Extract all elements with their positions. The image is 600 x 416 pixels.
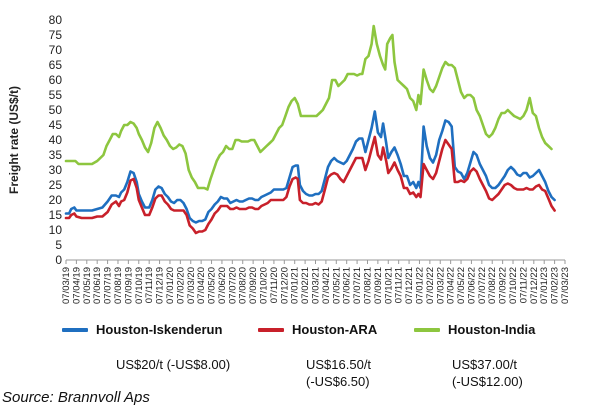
y-tick-label: 10 [49,223,63,237]
y-tick-label: 20 [49,193,63,207]
y-tick-label: 25 [49,178,63,192]
y-tick-label: 55 [49,88,63,102]
x-tick-label: 07/04/20 [196,267,207,304]
x-tick-label: 07/09/19 [123,267,134,304]
series-line-houston-iskenderun [64,110,556,224]
x-tick-label: 07/06/20 [217,267,228,304]
x-tick-label: 07/10/21 [383,267,394,304]
x-tick-label: 07/09/20 [248,267,259,304]
x-tick-label: 07/11/20 [269,267,280,303]
x-tick-label: 07/03/21 [311,267,322,304]
legend-item-houston-india: Houston-India [414,322,535,337]
x-tick-label: 07/01/21 [290,267,301,304]
x-tick-label: 07/03/23 [560,267,571,304]
x-tick-label: 07/02/23 [550,267,561,304]
x-tick-label: 07/01/23 [539,267,550,304]
legend-swatch-india [414,327,440,332]
y-tick-label: 35 [49,148,63,162]
series-line-houston-ara [64,135,556,235]
x-tick-label: 07/03/19 [61,267,72,304]
y-tick-label: 45 [49,118,63,132]
y-tick-label: 0 [55,253,62,267]
x-tick-label: 07/10/22 [508,267,519,304]
x-axis: 07/03/19 07/04/19 07/05/19 07/06/19 07/07/19… [61,260,571,304]
y-tick-label: 70 [49,43,63,57]
legend-item-houston-iskenderun: Houston-Iskenderun [62,322,222,337]
legend-label-india: Houston-India [448,322,536,337]
y-tick-label: 30 [49,163,63,177]
y-axis-label: Freight rate (US$/t) [7,86,21,194]
x-tick-label: 07/01/20 [165,267,176,304]
x-tick-label: 07/04/19 [71,267,82,304]
legend-label-iskenderun: Houston-Iskenderun [96,322,223,337]
note-ara-rate: US$16.50/t (-US$6.50) [306,357,372,389]
x-tick-label: 07/07/21 [352,267,363,304]
x-tick-label: 07/11/19 [144,267,155,303]
x-tick-label: 07/12/20 [279,267,290,304]
x-tick-label: 07/06/22 [466,267,477,304]
note-iskenderun-rate: US$20/t (-US$8.00) [116,357,231,372]
x-tick-label: 07/10/19 [134,267,145,304]
x-tick-label: 07/09/21 [373,267,384,304]
y-tick-label: 40 [49,133,63,147]
x-tick-label: 07/07/19 [103,267,114,304]
x-tick-label: 07/12/21 [404,267,415,304]
x-tick-label: 07/04/21 [321,267,332,304]
x-tick-label: 07/02/21 [300,267,311,304]
x-tick-label: 07/10/20 [259,267,270,304]
x-tick-label: 07/03/20 [186,267,197,304]
x-tick-label: 07/04/22 [446,267,457,304]
x-tick-label: 07/02/22 [425,267,436,304]
x-tick-label: 07/05/22 [456,267,467,304]
x-tick-label: 07/06/21 [342,267,353,304]
legend-label-ara: Houston-ARA [292,322,378,337]
y-tick-label: 50 [49,103,63,117]
y-tick-label: 75 [49,28,63,42]
x-tick-label: 07/05/21 [331,267,342,304]
legend-item-houston-ara: Houston-ARA [258,322,377,337]
series-layer [64,24,556,235]
note-india-rate: US$37.00/t (-US$12.00) [452,357,523,389]
legend-swatch-ara [258,327,284,332]
x-tick-label: 07/07/22 [477,267,488,304]
source-credit: Source: Brannvoll Aps [2,389,150,406]
y-tick-label: 5 [55,238,62,252]
y-tick-label: 60 [49,73,63,87]
x-tick-label: 07/11/22 [518,267,529,303]
y-tick-label: 80 [49,13,63,27]
y-tick-label: 15 [49,208,63,222]
y-tick-label: 65 [49,58,63,72]
x-tick-label: 07/12/19 [155,267,166,304]
x-tick-label: 07/08/20 [238,267,249,304]
x-tick-label: 07/05/20 [207,267,218,304]
x-tick-label: 07/08/22 [487,267,498,304]
x-tick-label: 07/08/19 [113,267,124,304]
x-tick-label: 07/03/22 [435,267,446,304]
x-tick-label: 07/02/20 [175,267,186,304]
x-tick-label: 07/11/21 [394,267,405,303]
series-line-houston-india [64,24,553,191]
x-tick-label: 07/06/19 [92,267,103,304]
x-tick-label: 07/08/21 [362,267,373,304]
x-tick-label: 07/12/22 [529,267,540,304]
x-tick-label: 07/07/20 [227,267,238,304]
legend-swatch-iskenderun [62,327,88,332]
x-tick-label: 07/05/19 [82,267,93,304]
x-tick-label: 07/09/22 [498,267,509,304]
x-tick-label: 07/01/22 [414,267,425,304]
